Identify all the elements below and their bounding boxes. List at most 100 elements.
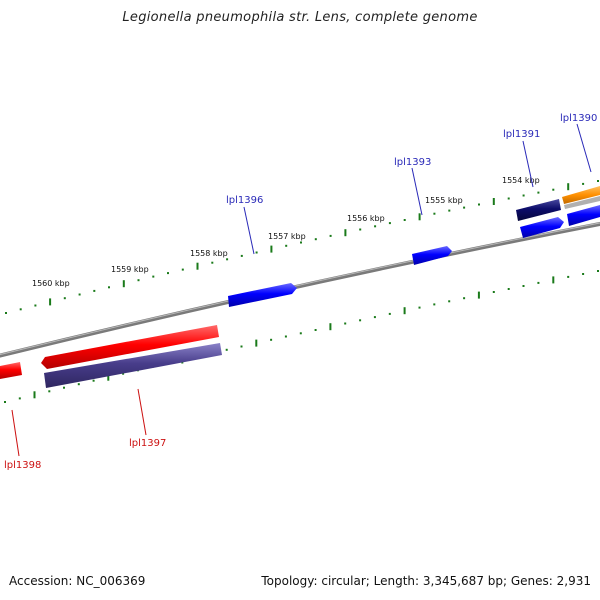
scale-label-1559: 1559 kbp [111, 265, 149, 274]
inner-tick [537, 281, 540, 284]
outer-tick [433, 212, 436, 215]
inner-tick [63, 386, 65, 389]
outer-tick [285, 244, 288, 247]
inner-tick [522, 285, 525, 287]
inner-tick [240, 345, 243, 348]
outer-tick [597, 180, 599, 182]
leader-lpl1398 [11, 409, 20, 457]
outer-tick [492, 198, 495, 205]
leader-lpl1393 [411, 167, 423, 216]
gene-lpl1393[interactable] [412, 246, 452, 265]
inner-tick [299, 332, 302, 335]
topology-summary: Topology: circular; Length: 3,345,687 bp… [261, 574, 591, 588]
scale-label-1555: 1555 kbp [425, 196, 463, 205]
outer-tick [448, 209, 451, 212]
inner-tick [77, 383, 80, 386]
scale-label-1558: 1558 kbp [190, 249, 228, 258]
outer-tick [93, 289, 96, 292]
inner-tick [344, 322, 347, 325]
outer-tick [388, 222, 391, 225]
gene-lpl1398[interactable] [0, 362, 22, 379]
accession-text: Accession: NC_006369 [9, 574, 146, 588]
inner-tick [225, 348, 228, 351]
outer-tick [567, 183, 570, 191]
scale-labels: 1560 kbp 1559 kbp 1558 kbp 1557 kbp 1556… [32, 176, 540, 288]
outer-tick [463, 206, 466, 209]
outer-tick [537, 191, 540, 194]
gene-purple-track[interactable] [44, 343, 222, 388]
label-lpl1396: lpl1396 [226, 195, 263, 206]
outer-tick [582, 182, 585, 185]
outer-tick [522, 194, 525, 197]
outer-tick [196, 262, 199, 270]
inner-tick [477, 291, 480, 299]
outer-tick [314, 238, 317, 241]
inner-tick [567, 275, 570, 278]
inner-tick [552, 276, 555, 284]
leader-lpl1396 [243, 206, 255, 255]
inner-tick [270, 338, 273, 341]
gene-lpl1397[interactable] [41, 325, 219, 369]
outer-tick-ring [5, 180, 599, 314]
gene-grey-track [564, 196, 600, 209]
outer-tick [122, 280, 125, 288]
inner-tick [418, 306, 421, 309]
inner-tick [597, 270, 599, 272]
genome-backbone [0, 221, 600, 358]
outer-tick [403, 219, 406, 221]
outer-tick [270, 245, 273, 253]
inner-tick [388, 312, 391, 315]
inner-tick [107, 373, 110, 381]
label-lpl1390: lpl1390 [560, 113, 597, 124]
label-lpl1398: lpl1398 [4, 460, 41, 471]
inner-tick [314, 329, 317, 331]
inner-tick [48, 390, 51, 393]
inner-tick [329, 323, 332, 331]
inner-tick [582, 273, 585, 275]
inner-tick [373, 316, 376, 319]
outer-tick [5, 312, 7, 314]
inner-tick-ring [4, 270, 599, 403]
outer-tick [167, 272, 169, 275]
outer-tick [181, 268, 184, 271]
inner-tick [122, 372, 125, 375]
outer-tick [478, 203, 480, 206]
outer-tick [226, 258, 229, 261]
inner-tick [284, 335, 287, 338]
outer-tick [300, 241, 302, 244]
outer-tick [108, 286, 110, 289]
scale-label-1560: 1560 kbp [32, 279, 70, 288]
inner-tick [492, 291, 495, 293]
inner-tick [92, 379, 95, 382]
gene-lpl1391-navy[interactable] [516, 199, 561, 221]
outer-tick [34, 304, 37, 307]
outer-tick [374, 225, 377, 228]
inner-tick [33, 391, 36, 399]
gene-lpl1396[interactable] [228, 283, 297, 307]
outer-tick [211, 261, 214, 264]
inner-tick [448, 300, 451, 303]
inner-tick [403, 307, 406, 315]
inner-tick [463, 297, 466, 300]
label-lpl1397: lpl1397 [129, 438, 166, 449]
label-lpl1391: lpl1391 [503, 129, 540, 140]
leader-lpl1391 [522, 140, 534, 188]
inner-tick [18, 397, 21, 400]
outer-tick [152, 275, 155, 278]
gene-lpl1390-blue[interactable] [567, 205, 600, 226]
gene-lpl1391-blue[interactable] [520, 217, 564, 238]
scale-label-1554: 1554 kbp [502, 176, 540, 185]
outer-tick [63, 297, 66, 300]
gene-lpl1390-orange[interactable] [562, 186, 600, 204]
scale-label-1557: 1557 kbp [268, 232, 306, 241]
leader-lpl1390 [576, 123, 592, 173]
leader-lpl1397 [137, 388, 147, 436]
label-lpl1393: lpl1393 [394, 157, 431, 168]
scale-label-1556: 1556 kbp [347, 214, 385, 223]
outer-tick [507, 197, 510, 200]
inner-tick [507, 288, 510, 290]
outer-tick [137, 279, 140, 282]
outer-tick [78, 293, 81, 296]
outer-tick [49, 298, 52, 306]
